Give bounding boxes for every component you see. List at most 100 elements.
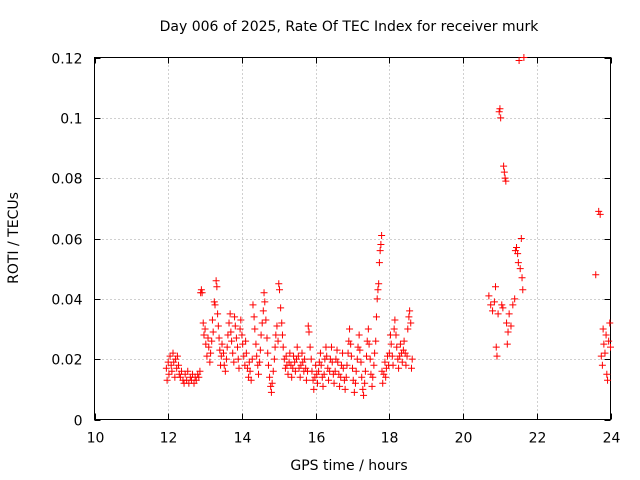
- data-point: [389, 361, 397, 369]
- x-tick-label: 18: [381, 431, 399, 447]
- data-point: [218, 340, 226, 348]
- data-point: [277, 304, 285, 312]
- data-point: [198, 289, 206, 297]
- data-point: [398, 358, 406, 366]
- data-point: [368, 382, 376, 390]
- plot-frame: [94, 57, 611, 420]
- data-point: [254, 361, 262, 369]
- data-point: [173, 364, 181, 372]
- data-point: [209, 328, 217, 336]
- data-point: [177, 367, 185, 375]
- data-point: [270, 355, 278, 363]
- y-tick-label: 0.04: [51, 293, 82, 309]
- data-point: [330, 379, 338, 387]
- data-point: [163, 376, 171, 384]
- data-point: [407, 319, 415, 327]
- data-point: [503, 319, 511, 327]
- x-tick-label: 16: [308, 431, 326, 447]
- data-point: [313, 379, 321, 387]
- data-point: [210, 298, 218, 306]
- data-point: [168, 367, 176, 375]
- data-point: [496, 105, 504, 113]
- data-point: [230, 358, 238, 366]
- data-point: [405, 313, 413, 321]
- data-point: [264, 361, 272, 369]
- data-point: [229, 349, 237, 357]
- data-point: [598, 361, 606, 369]
- data-point: [276, 286, 284, 294]
- data-point: [291, 358, 299, 366]
- data-point: [207, 349, 215, 357]
- data-point: [494, 310, 502, 318]
- data-point: [287, 361, 295, 369]
- data-point: [325, 376, 333, 384]
- data-point: [369, 373, 377, 381]
- data-point: [345, 337, 353, 345]
- data-point: [404, 325, 412, 333]
- data-point: [367, 370, 375, 378]
- data-point: [596, 210, 604, 218]
- data-point: [227, 328, 235, 336]
- grid: [94, 57, 611, 420]
- data-point: [304, 322, 312, 330]
- data-point: [385, 349, 393, 357]
- data-point: [602, 331, 610, 339]
- data-point: [238, 331, 246, 339]
- data-point: [299, 358, 307, 366]
- data-point: [340, 376, 348, 384]
- data-point: [492, 283, 500, 291]
- data-point: [173, 352, 181, 360]
- data-point: [380, 370, 388, 378]
- data-point: [396, 352, 404, 360]
- y-tick-label: 0: [74, 414, 83, 430]
- data-point: [317, 361, 325, 369]
- data-point: [195, 373, 203, 381]
- data-point: [295, 364, 303, 372]
- data-point: [262, 316, 270, 324]
- data-point: [378, 231, 386, 239]
- chart-title: Day 006 of 2025, Rate Of TEC Index for r…: [160, 19, 540, 35]
- data-point: [400, 337, 408, 345]
- data-point: [604, 376, 612, 384]
- data-point: [361, 379, 369, 387]
- data-point: [353, 355, 361, 363]
- data-point: [599, 325, 607, 333]
- data-point: [513, 244, 521, 252]
- data-point: [327, 343, 335, 351]
- data-point: [235, 364, 243, 372]
- data-point: [394, 355, 402, 363]
- data-point: [197, 286, 205, 294]
- y-axis-label: ROTI / TECUs: [6, 192, 22, 284]
- x-tick-label: 24: [603, 431, 621, 447]
- data-point: [296, 373, 304, 381]
- data-point: [297, 361, 305, 369]
- data-point: [514, 259, 522, 267]
- data-point: [224, 331, 232, 339]
- data-point: [273, 322, 281, 330]
- data-point: [520, 54, 528, 61]
- data-point: [275, 280, 283, 288]
- data-point: [514, 250, 522, 258]
- data-point: [354, 343, 362, 351]
- data-point: [509, 301, 517, 309]
- data-point: [600, 340, 608, 348]
- data-point: [499, 304, 507, 312]
- data-point: [407, 364, 415, 372]
- data-point: [376, 247, 384, 255]
- data-point: [507, 322, 515, 330]
- data-point: [184, 367, 192, 375]
- data-point: [208, 337, 216, 345]
- data-point: [298, 349, 306, 357]
- data-point: [339, 364, 347, 372]
- data-point: [291, 367, 299, 375]
- data-point: [169, 349, 177, 357]
- data-point: [498, 301, 506, 309]
- data-point: [260, 289, 268, 297]
- data-point: [363, 337, 371, 345]
- data-point: [374, 286, 382, 294]
- x-tick-label: 10: [87, 431, 105, 447]
- data-point: [263, 334, 271, 342]
- data-point: [517, 235, 525, 242]
- data-point: [324, 364, 332, 372]
